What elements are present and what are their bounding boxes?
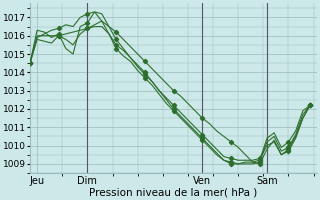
X-axis label: Pression niveau de la mer( hPa ): Pression niveau de la mer( hPa ): [90, 187, 258, 197]
